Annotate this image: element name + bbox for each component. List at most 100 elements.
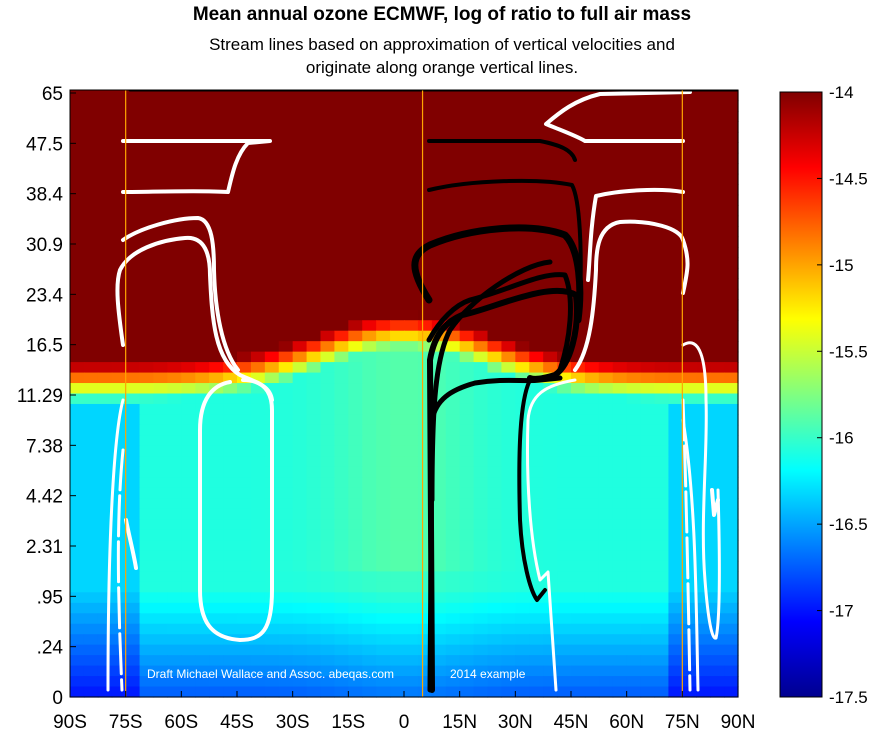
heatmap-cell [250,246,266,259]
heatmap-cell [404,550,419,562]
heatmap-cell [417,173,433,185]
heatmap-cell [696,226,711,238]
heatmap-cell [320,173,336,185]
heatmap-cell [543,142,558,154]
heatmap-cell [83,341,99,353]
heatmap-cell [487,309,503,321]
heatmap-cell [487,121,503,133]
heatmap-cell [654,257,670,269]
heatmap-cell [445,362,461,374]
heatmap-cell [292,445,308,457]
heatmap-cell [139,163,155,175]
heatmap-cell [571,341,586,353]
y-tick-label: 2.31 [26,537,63,558]
heatmap-cell [320,142,336,154]
heatmap-cell [654,477,670,489]
heatmap-cell [417,121,433,133]
heatmap-cell [724,508,739,520]
heatmap-cell [445,477,461,489]
heatmap-cell [626,173,642,185]
heatmap-cell [390,90,405,102]
heatmap-cell [306,205,322,217]
heatmap-cell [445,142,461,154]
heatmap-cell [682,205,697,217]
heatmap-cell [181,121,196,133]
heatmap-cell [223,110,238,122]
heatmap-cell [362,142,377,154]
heatmap-cell [320,152,336,164]
heatmap-cell [584,246,600,259]
heatmap-cell [710,100,725,112]
heatmap-cell [724,184,739,196]
heatmap-cell [487,110,503,122]
heatmap-cell [668,581,683,593]
heatmap-cell [654,362,670,374]
heatmap-cell [362,121,377,133]
heatmap-cell [473,560,489,573]
heatmap-cell [612,236,628,248]
heatmap-cell [626,634,642,646]
heatmap-cell [195,194,210,206]
heatmap-cell [97,550,113,562]
heatmap-cell [306,487,322,499]
heatmap-cell [501,194,516,206]
heatmap-cell [334,341,349,353]
heatmap-cell [724,341,739,353]
heatmap-cell [362,676,377,688]
heatmap-cell [334,602,349,614]
heatmap-cell [167,519,182,531]
heatmap-cell [334,246,349,259]
heatmap-cell [529,424,544,436]
stream-line-black [517,378,547,602]
heatmap-cell [487,205,503,217]
heatmap-cell [682,508,697,520]
colorbar-axis: -14-14.5-15-15.5-16-16.5-17-17.5 [817,83,868,707]
heatmap-cell [376,341,391,353]
heatmap-cell [167,435,182,447]
heatmap-cell [209,90,224,102]
heatmap-cell [390,351,405,363]
heatmap-cell [710,330,725,342]
heatmap-cell [584,665,600,677]
heatmap-cell [473,163,489,175]
heatmap-cell [668,676,683,688]
heatmap-cell [404,686,419,698]
heatmap-cell [209,205,224,217]
heatmap-cell [125,445,141,457]
heatmap-cell [626,477,642,489]
heatmap-cell [682,194,697,206]
heatmap-cell [390,362,405,374]
heatmap-cell [515,257,530,269]
heatmap-cell [696,623,711,635]
heatmap-cell [209,414,224,426]
heatmap-cell [473,278,489,290]
heatmap-cell [320,519,336,531]
heatmap-cell [459,267,475,279]
heatmap-cell [404,330,419,342]
heatmap-cell [195,560,210,573]
heatmap-cell [292,90,308,102]
heatmap-cell [654,90,670,102]
heatmap-cell [250,341,266,353]
heatmap-cell [181,131,196,143]
heatmap-cell [431,267,447,279]
heatmap-cell [431,665,447,677]
heatmap-cell [70,267,85,279]
heatmap-cell [598,581,614,593]
heatmap-cell [167,351,182,363]
heatmap-cell [529,623,544,635]
heatmap-cell [571,393,586,405]
heatmap-cell [612,487,628,499]
heatmap-cell [125,487,141,499]
heatmap-cell [710,424,725,436]
heatmap-cell [278,414,294,426]
heatmap-cell [209,226,224,238]
heatmap-cell [348,634,363,646]
heatmap-cell [348,519,363,531]
heatmap-cell [97,372,113,384]
heatmap-cell [348,393,363,405]
heatmap-cell [710,676,725,688]
heatmap-cell [501,121,516,133]
heatmap-cell [209,445,224,457]
stream-line-black [427,178,583,302]
